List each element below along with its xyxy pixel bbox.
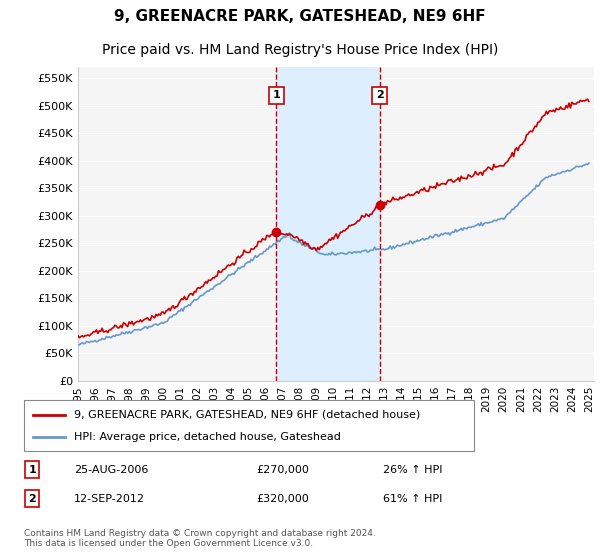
Text: 26% ↑ HPI: 26% ↑ HPI — [383, 465, 442, 475]
Bar — [277, 67, 380, 381]
FancyBboxPatch shape — [24, 400, 474, 451]
Text: Contains HM Land Registry data © Crown copyright and database right 2024.
This d: Contains HM Land Registry data © Crown c… — [24, 529, 376, 548]
Text: 1: 1 — [28, 465, 36, 475]
Text: HPI: Average price, detached house, Gateshead: HPI: Average price, detached house, Gate… — [74, 432, 340, 442]
Text: 1: 1 — [272, 90, 280, 100]
Text: 9, GREENACRE PARK, GATESHEAD, NE9 6HF (detached house): 9, GREENACRE PARK, GATESHEAD, NE9 6HF (d… — [74, 409, 420, 419]
Text: 25-AUG-2006: 25-AUG-2006 — [74, 465, 148, 475]
Text: £270,000: £270,000 — [256, 465, 309, 475]
Text: 61% ↑ HPI: 61% ↑ HPI — [383, 494, 442, 504]
Text: £320,000: £320,000 — [256, 494, 308, 504]
Text: 12-SEP-2012: 12-SEP-2012 — [74, 494, 145, 504]
Text: Price paid vs. HM Land Registry's House Price Index (HPI): Price paid vs. HM Land Registry's House … — [102, 44, 498, 58]
Text: 9, GREENACRE PARK, GATESHEAD, NE9 6HF: 9, GREENACRE PARK, GATESHEAD, NE9 6HF — [114, 10, 486, 24]
Text: 2: 2 — [28, 494, 36, 504]
Text: 2: 2 — [376, 90, 383, 100]
